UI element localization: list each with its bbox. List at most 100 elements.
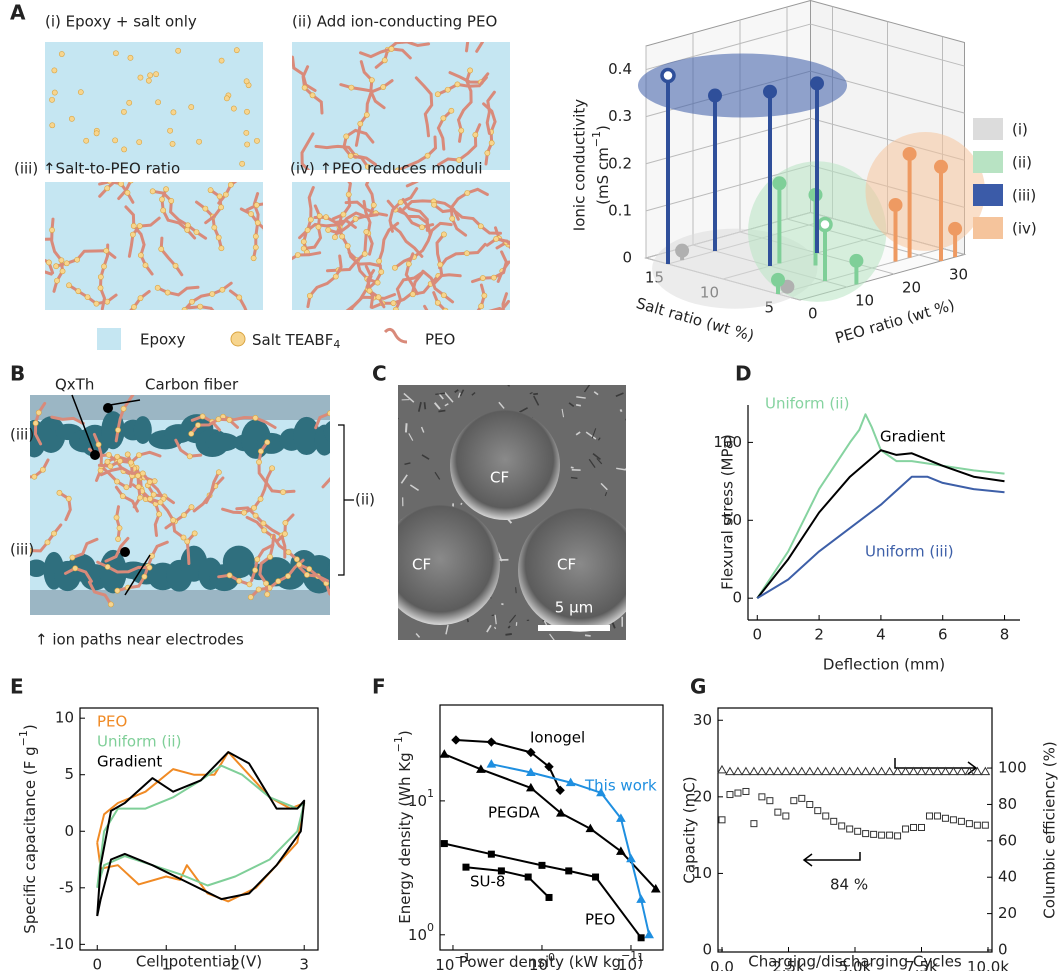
salt-ion bbox=[515, 239, 520, 244]
salt-ion bbox=[138, 75, 143, 80]
marker bbox=[887, 832, 893, 838]
salt-ion bbox=[265, 592, 270, 597]
peo-strand bbox=[189, 307, 252, 334]
salt-ion bbox=[171, 110, 176, 115]
marker bbox=[525, 874, 531, 880]
x-axis-label: Power density (kW kg−1) bbox=[459, 949, 643, 971]
salt-ion bbox=[317, 213, 322, 218]
salt-ion bbox=[216, 470, 221, 475]
salt-ion bbox=[443, 308, 448, 313]
salt-ion bbox=[198, 304, 203, 309]
marker bbox=[782, 768, 790, 775]
x-tick-label: 4 bbox=[876, 626, 886, 644]
salt-ion bbox=[64, 261, 69, 266]
sem-streak bbox=[576, 405, 581, 406]
marker bbox=[751, 821, 757, 827]
salt-ion bbox=[349, 85, 354, 90]
x-tick-label: 2 bbox=[814, 626, 824, 644]
salt-ion bbox=[125, 452, 130, 457]
marker bbox=[767, 798, 773, 804]
salt-ion bbox=[131, 304, 136, 309]
salt-ion bbox=[441, 232, 446, 237]
salt-ion bbox=[121, 406, 126, 411]
sem-streak bbox=[625, 469, 628, 470]
salt-ion bbox=[104, 248, 109, 253]
salt-ion bbox=[121, 109, 126, 114]
salt-ion bbox=[153, 72, 158, 77]
salt-ion bbox=[29, 247, 34, 252]
salt-ion bbox=[194, 229, 199, 234]
salt-ion bbox=[16, 241, 21, 246]
peo-tick-label: 20 bbox=[902, 279, 921, 297]
sem-streak bbox=[505, 634, 511, 635]
y2-tick-label: 80 bbox=[998, 795, 1017, 813]
tick-base: 0.0 bbox=[710, 958, 734, 971]
salt-ion bbox=[475, 31, 480, 36]
y-axis-label: Specific capacitance (F g−1) bbox=[17, 724, 39, 933]
marker bbox=[815, 808, 821, 814]
salt-ion bbox=[167, 128, 172, 133]
salt-ion bbox=[17, 271, 22, 276]
salt-ion bbox=[128, 460, 133, 465]
salt-ion bbox=[263, 228, 268, 233]
salt-ion bbox=[248, 211, 253, 216]
salt-ion bbox=[150, 189, 155, 194]
label-part: −1 bbox=[392, 736, 405, 752]
peo-strand bbox=[8, 239, 51, 244]
salt-ion bbox=[280, 490, 285, 495]
salt-ion bbox=[66, 283, 71, 288]
salt-ion bbox=[269, 466, 274, 471]
axis-label: (mS cm−1) bbox=[590, 125, 612, 205]
marker bbox=[871, 831, 877, 837]
salt-ion bbox=[441, 116, 446, 121]
salt-ion bbox=[138, 296, 143, 301]
salt-ion bbox=[59, 51, 64, 56]
electrode bbox=[324, 420, 347, 443]
marker bbox=[854, 768, 862, 775]
salt-ion bbox=[117, 458, 122, 463]
salt-ion bbox=[106, 452, 111, 457]
marker bbox=[839, 823, 845, 829]
salt-ion bbox=[208, 188, 213, 193]
salt-ion bbox=[367, 288, 372, 293]
salt-ion bbox=[362, 251, 367, 256]
salt-ion bbox=[0, 277, 1, 282]
series-label: This work bbox=[584, 777, 657, 795]
salt-ion bbox=[369, 77, 374, 82]
salt-ion bbox=[113, 51, 118, 56]
label: CF bbox=[490, 469, 509, 487]
sem-streak bbox=[392, 418, 399, 428]
salt-ion bbox=[143, 263, 148, 268]
salt-ion bbox=[258, 496, 263, 501]
marker bbox=[934, 813, 940, 819]
sem-streak bbox=[438, 411, 445, 412]
series-line bbox=[97, 752, 304, 901]
salt-ion bbox=[251, 256, 256, 261]
salt-ion bbox=[479, 304, 484, 309]
salt-ion bbox=[115, 588, 120, 593]
salt-ion bbox=[210, 291, 215, 296]
marker bbox=[734, 768, 742, 775]
salt-ion bbox=[253, 234, 258, 239]
salt-ion bbox=[295, 252, 300, 257]
marker bbox=[886, 768, 894, 775]
salt-ion bbox=[478, 224, 483, 229]
salt-ion bbox=[489, 140, 494, 145]
label-part: ) bbox=[21, 724, 39, 730]
salt-ion bbox=[181, 535, 186, 540]
salt-ion bbox=[189, 431, 194, 436]
salt-ion bbox=[488, 337, 493, 342]
series-label: Gradient bbox=[880, 428, 945, 446]
label: (iii) bbox=[10, 426, 34, 444]
salt-ion bbox=[267, 554, 272, 559]
salt-ion bbox=[216, 417, 221, 422]
z-tick-label: 0.1 bbox=[608, 201, 632, 219]
marker bbox=[791, 798, 797, 804]
salt-ion bbox=[54, 278, 59, 283]
salt-ion bbox=[120, 494, 125, 499]
salt-ion bbox=[305, 228, 310, 233]
tick-base: 10.0k bbox=[967, 958, 1009, 971]
salt-ion bbox=[96, 442, 101, 447]
salt-ion bbox=[114, 316, 119, 321]
panel-label: D bbox=[735, 362, 752, 386]
